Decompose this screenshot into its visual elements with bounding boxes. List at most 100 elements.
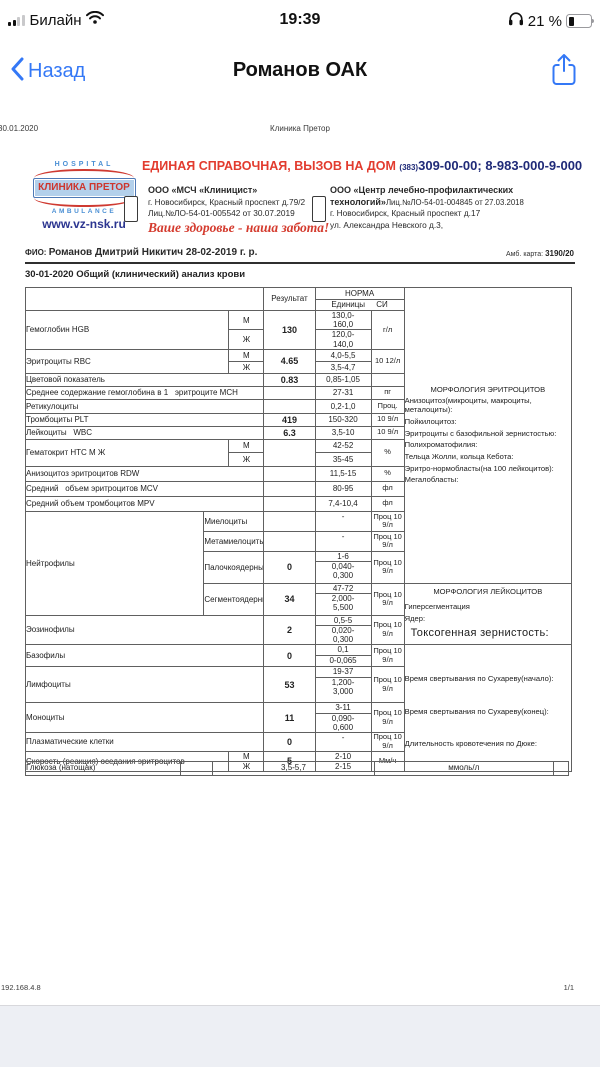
share-button[interactable]: [550, 53, 578, 92]
morph-ery-line: Эритроциты с базофильной зернистостью:: [404, 428, 557, 438]
org1-license: Лиц.№ЛО-54-01-005542 от 30.07.2019: [148, 208, 295, 218]
table-row: Среднее содержание гемоглобина в 1 эритр…: [24, 385, 572, 400]
amb-card: Амб. карта: 3190/20: [506, 249, 574, 258]
table-row: Моноциты 11 3-11 0,090- 0,600 Проц 10 9/л: [24, 702, 572, 734]
chevron-left-icon: [10, 57, 24, 86]
table-row: Эозинофилы 2 0,5-5 0,020- 0,300 Проц 10 9…: [24, 614, 572, 646]
morphology-leukocytes-cell: МОРФОЛОГИЯ ЛЕЙКОЦИТОВ Гиперсегментация Я…: [403, 582, 573, 646]
test-name: Тромбоциты PLT: [24, 412, 265, 427]
result-cell: 34: [263, 582, 316, 616]
logo-arc-bottom: [34, 198, 134, 207]
coag-line: Длительность кровотечения по Дюке:: [404, 739, 537, 749]
table-row: Сегментоядерные 34 47-722,000- 5,500 Про…: [26, 582, 573, 646]
sex-label: М: [228, 309, 265, 331]
wifi-icon: [86, 10, 105, 29]
units-cell: %: [370, 465, 405, 482]
result-cell: [263, 480, 316, 497]
units-cell: Проц 10 9/л: [370, 702, 405, 734]
hotline-area-code: (383): [399, 163, 419, 172]
morph-ery-line: Эритро-нормобласты(на 100 лейкоцитов):: [404, 463, 554, 473]
norm-cell: 0,5-5 0,020- 0,300: [314, 614, 372, 646]
result-cell: [263, 398, 316, 414]
result-cell: 0: [263, 732, 316, 752]
norm-cell: -: [314, 510, 372, 532]
norm-cell: 0,2-1,0: [314, 398, 372, 414]
norm-cell: -: [314, 732, 372, 752]
carrier-label: Билайн: [29, 11, 82, 29]
test-name: Базофилы: [24, 644, 265, 668]
units-cell: Проц 10 9/л: [370, 732, 405, 752]
clinic-slogan: Ваше здоровье - наша забота!: [148, 220, 330, 235]
back-button-label: Назад: [28, 60, 86, 82]
coagulation-notes-cell: Время свертывания по Сухареву(начало): В…: [403, 644, 573, 772]
units-cell: Проц 10 9/л: [370, 530, 405, 552]
org2-license: Лиц.№ЛО-54-01-004845 от 27.03.2018: [385, 197, 524, 207]
result-cell: 130: [263, 310, 316, 350]
empty-header-cell: [24, 287, 265, 311]
empty-cell: [180, 761, 214, 776]
result-cell: [263, 465, 316, 482]
nav-bar: Назад Романов ОАК: [0, 44, 600, 98]
battery-percent-label: 21 %: [527, 12, 562, 30]
coag-line: Время свертывания по Сухареву(начало):: [404, 674, 554, 684]
sex-label: Ж: [228, 360, 265, 374]
units-cell: 10 12/л: [370, 348, 405, 374]
morph-ery-line: Тельца Жолли, кольца Кебота:: [404, 451, 514, 461]
norm-cell: -: [314, 530, 372, 552]
test-name: Лимфоциты: [24, 666, 265, 704]
norm-cell: 150-320: [314, 412, 372, 427]
test-name: Гемоглобин HGB: [24, 310, 230, 350]
org2-name: ООО «Центр лечебно-профилактических: [330, 185, 514, 195]
norm-cell: 47-72 2,000- 5,500: [314, 582, 372, 616]
morph-ery-line: Анизоцитоз(микроциты, макроциты, металоц…: [404, 396, 532, 415]
back-button[interactable]: Назад: [10, 57, 85, 86]
units-cell: %: [370, 438, 405, 467]
norm-cell: 130,0- 160,0: [314, 309, 372, 331]
fio-label: ФИО:: [25, 248, 49, 257]
test-name: Средний объем эритроцитов MCV: [24, 480, 265, 497]
clinic-logo: HOSPITAL КЛИНИКА ПРЕТОР AMBULANCE www.vz…: [28, 161, 140, 231]
clock: 19:39: [279, 11, 321, 28]
org2-name2: технологий»: [330, 196, 386, 207]
test-group-name: Нейтрофилы: [24, 510, 205, 616]
signal-bars-icon: [8, 14, 25, 26]
test-name: Эозинофилы: [24, 614, 265, 646]
units-cell: г/л: [370, 310, 405, 350]
units-cell: 10 9/л: [370, 412, 405, 427]
test-name: Анизоцитоз эритроцитов RDW: [24, 465, 265, 482]
logo-hospital-label: HOSPITAL: [54, 161, 114, 168]
morph-ery-line: Мегалобласты:: [404, 475, 459, 485]
test-name: Миелоциты: [203, 510, 265, 532]
result-cell: 53: [263, 666, 316, 704]
result-cell: 4.65: [263, 348, 316, 374]
norm-cell: 3,5-5,7: [212, 761, 375, 776]
result-cell: [263, 530, 316, 552]
morph-ery-title: МОРФОЛОГИЯ ЭРИТРОЦИТОВ: [430, 384, 546, 394]
hotline-text: ЕДИНАЯ СПРАВОЧНАЯ, ВЫЗОВ НА ДОМ: [142, 159, 400, 173]
norm-cell: 3,5-4,7: [314, 360, 372, 374]
col-header-result: Результат: [263, 287, 316, 311]
col-header-units-si: Единицы СИ: [314, 299, 405, 311]
logo-ambulance-label: AMBULANCE: [51, 208, 117, 215]
units-cell: Проц 10 9/л: [370, 644, 405, 668]
col-header-norm: НОРМА: [314, 287, 405, 300]
norm-cell: 7,4-10,4: [314, 495, 372, 512]
result-cell: [263, 495, 316, 512]
org1-block: ООО «МСЧ «Клиницист» г. Новосибирск, Кра…: [148, 185, 346, 220]
page-title: Романов ОАК: [232, 59, 368, 81]
test-name: Глюкоза (натощак): [24, 761, 182, 776]
table-row: Лимфоциты 53 19-37 1,200- 3,000 Проц 10 9…: [24, 666, 572, 704]
units-cell: Проц 10 9/л: [370, 666, 405, 704]
document-viewer[interactable]: 30.01.2020 Клиника Претор ЕДИНАЯ СПРАВОЧ…: [0, 97, 600, 1005]
sex-label: М: [228, 750, 265, 762]
sex-label: М: [228, 438, 265, 453]
table-row: Ж 120,0- 140,0: [26, 329, 572, 350]
amb-card-number: 3190/20: [545, 249, 574, 258]
table-row: Глюкоза (натощак) 3,5-5,7 ммоль/л: [24, 761, 570, 776]
logo-name: КЛИНИКА ПРЕТОР: [32, 178, 136, 198]
result-cell: 0: [263, 644, 316, 668]
sex-label: Ж: [228, 451, 265, 467]
test-name: Метамиелоциты: [203, 530, 265, 552]
test-name: Гематокрит НТС М Ж: [24, 438, 230, 467]
